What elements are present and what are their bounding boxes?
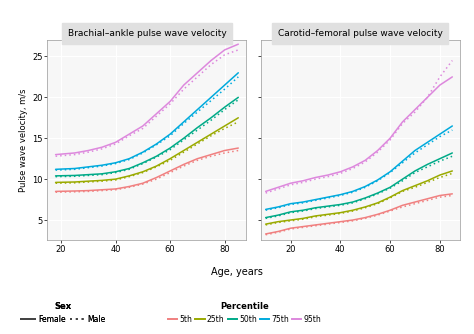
Title: Brachial–ankle pulse wave velocity: Brachial–ankle pulse wave velocity <box>68 29 226 38</box>
Title: Carotid–femoral pulse wave velocity: Carotid–femoral pulse wave velocity <box>278 29 443 38</box>
Legend: 5th, 25th, 50th, 75th, 95th: 5th, 25th, 50th, 75th, 95th <box>165 299 324 327</box>
Legend: Female, Male: Female, Male <box>18 299 108 327</box>
Y-axis label: Pulse wave velocity, m/s: Pulse wave velocity, m/s <box>19 89 28 192</box>
Text: Age, years: Age, years <box>211 267 263 277</box>
